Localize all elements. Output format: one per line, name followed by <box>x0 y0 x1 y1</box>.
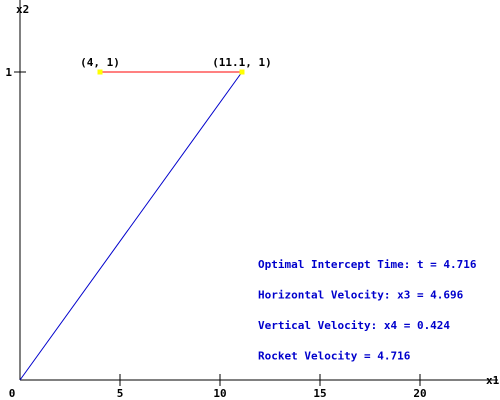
x-tick-label: 10 <box>213 387 226 400</box>
x-axis-label: x1 <box>486 374 500 387</box>
annotation: Horizontal Velocity: x3 = 4.696 <box>258 289 464 302</box>
x-tick-label: 20 <box>413 387 426 400</box>
annotation: Optimal Intercept Time: t = 4.716 <box>258 258 477 271</box>
point <box>97 69 103 75</box>
annotation: Rocket Velocity = 4.716 <box>258 350 411 363</box>
point-label: (4, 1) <box>80 56 120 69</box>
y-axis-label: x2 <box>16 3 29 16</box>
point-label: (11.1, 1) <box>212 56 272 69</box>
x-tick-label: 0 <box>9 387 16 400</box>
series-line <box>19 71 243 381</box>
x-tick-label: 5 <box>117 387 124 400</box>
y-tick-label: 1 <box>5 66 12 79</box>
x-tick-label: 15 <box>313 387 326 400</box>
annotation: Vertical Velocity: x4 = 0.424 <box>258 319 450 332</box>
point <box>239 69 245 75</box>
